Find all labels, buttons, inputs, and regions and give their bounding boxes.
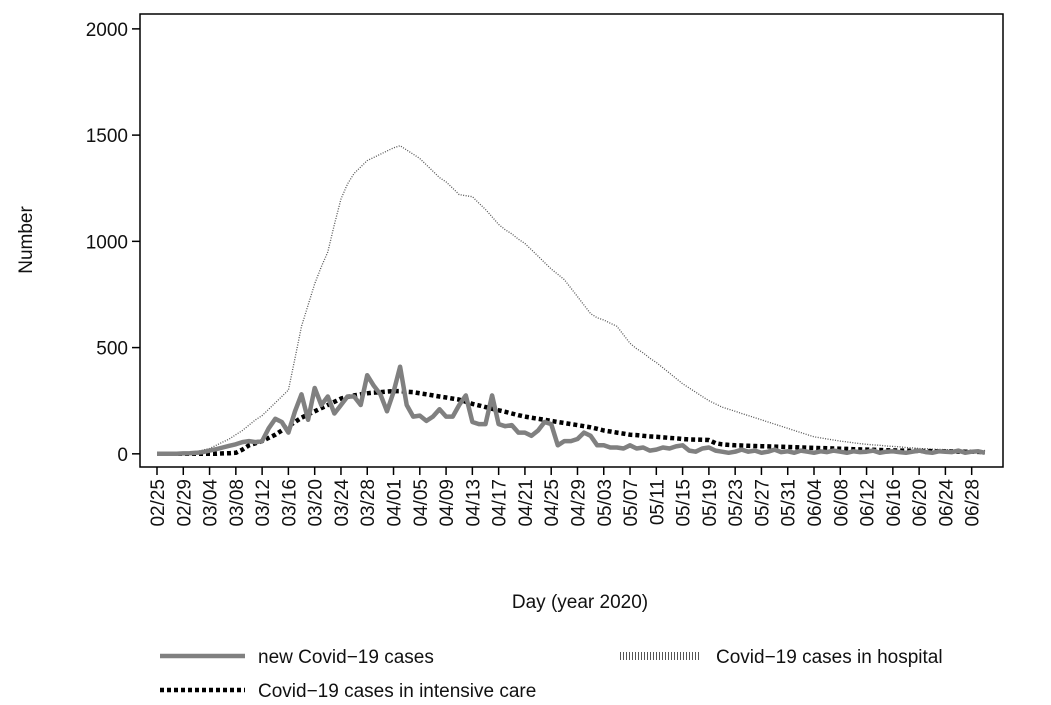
x-tick-label: 03/24 bbox=[332, 479, 353, 527]
x-tick-label: 05/27 bbox=[752, 479, 773, 527]
x-tick-label: 04/17 bbox=[490, 479, 511, 527]
legend-label: Covid−19 cases in intensive care bbox=[258, 681, 536, 702]
x-tick-label: 03/28 bbox=[358, 479, 379, 527]
x-tick-label: 04/21 bbox=[516, 479, 537, 527]
x-axis-label: Day (year 2020) bbox=[512, 592, 648, 613]
x-tick-label: 05/15 bbox=[674, 479, 695, 527]
x-tick-label: 04/25 bbox=[542, 479, 563, 527]
x-tick-label: 02/29 bbox=[174, 479, 195, 527]
x-tick-label: 02/25 bbox=[148, 479, 169, 527]
x-tick-label: 05/11 bbox=[647, 479, 668, 525]
y-tick-label: 1500 bbox=[86, 126, 128, 147]
y-tick-label: 0 bbox=[117, 445, 128, 466]
x-tick-label: 06/04 bbox=[805, 479, 826, 527]
x-tick-label: 04/29 bbox=[568, 479, 589, 527]
x-tick-label: 03/12 bbox=[253, 479, 274, 527]
x-tick-label: 06/28 bbox=[963, 479, 984, 527]
x-tick-label: 04/13 bbox=[463, 479, 484, 527]
x-tick-label: 04/09 bbox=[437, 479, 458, 527]
series-line bbox=[157, 364, 986, 457]
legend-label: Covid−19 cases in hospital bbox=[716, 647, 943, 668]
x-tick-label: 05/19 bbox=[700, 479, 721, 527]
x-tick-label: 05/07 bbox=[621, 479, 642, 527]
y-tick-label: 500 bbox=[96, 339, 128, 360]
legend-label: new Covid−19 cases bbox=[258, 647, 434, 668]
x-tick-label: 05/03 bbox=[595, 479, 616, 527]
x-tick-label: 05/23 bbox=[726, 479, 747, 527]
x-tick-label: 06/20 bbox=[910, 479, 931, 527]
x-tick-label: 03/04 bbox=[201, 479, 222, 527]
plot-frame bbox=[139, 13, 1004, 468]
series-line bbox=[157, 388, 985, 457]
series-line bbox=[157, 145, 985, 455]
y-axis-label: Number bbox=[16, 206, 37, 274]
y-tick-label: 2000 bbox=[86, 20, 128, 41]
x-tick-label: 04/01 bbox=[385, 479, 406, 527]
x-tick-label: 05/31 bbox=[779, 479, 800, 527]
x-tick-label: 06/24 bbox=[936, 479, 957, 527]
x-tick-label: 03/20 bbox=[306, 479, 327, 527]
x-tick-label: 04/05 bbox=[411, 479, 432, 527]
x-tick-label: 06/12 bbox=[858, 479, 879, 527]
x-tick-label: 03/16 bbox=[279, 479, 300, 527]
x-tick-label: 06/08 bbox=[831, 479, 852, 527]
x-tick-label: 06/16 bbox=[884, 479, 905, 527]
x-tick-label: 03/08 bbox=[227, 479, 248, 527]
y-tick-label: 1000 bbox=[86, 232, 128, 253]
